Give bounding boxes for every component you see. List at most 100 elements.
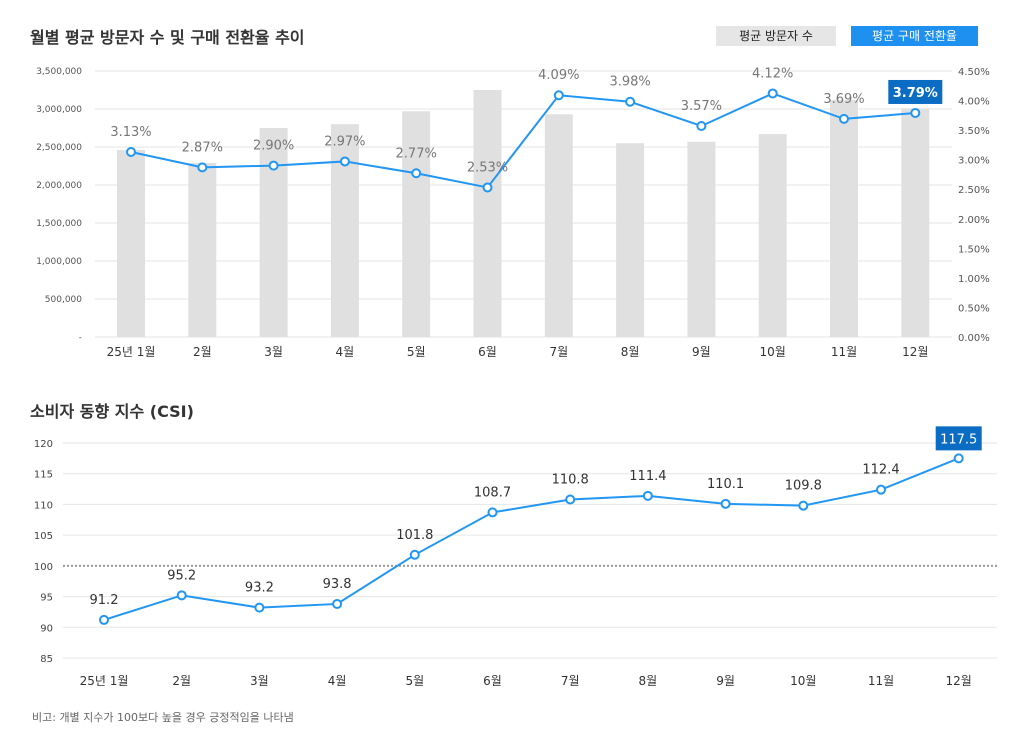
highlight-label-box <box>935 426 982 451</box>
data-label: 108.7 <box>474 485 511 500</box>
x-tick: 3월 <box>250 674 269 688</box>
right-axis-tick: 4.50% <box>958 67 990 78</box>
visitor-bar <box>330 124 359 337</box>
visitor-bar <box>687 141 716 337</box>
csi-point <box>642 490 653 501</box>
chart-title-conversion: 월별 평균 방문자 수 및 구매 전환율 추이 <box>30 28 305 47</box>
csi-point <box>798 500 809 511</box>
visitor-bar <box>830 99 858 337</box>
csi-point <box>254 602 265 613</box>
x-tick: 12월 <box>946 674 972 688</box>
data-label: 109.8 <box>785 479 822 494</box>
x-tick: 9월 <box>716 674 735 688</box>
x-tick: 7월 <box>549 345 568 359</box>
visitor-bar <box>188 162 217 337</box>
data-label: 111.4 <box>629 469 666 484</box>
x-tick: 25년 1월 <box>107 345 156 359</box>
x-tick: 3월 <box>264 345 283 359</box>
x-tick: 2월 <box>172 674 191 688</box>
right-axis-tick: 0.50% <box>958 303 990 314</box>
visitor-bar <box>259 128 288 337</box>
y-tick: 120 <box>34 439 53 450</box>
conversion-point <box>696 120 707 131</box>
right-axis-tick: 3.50% <box>958 126 990 137</box>
data-label: 2.87% <box>182 140 223 155</box>
data-label: 3.69% <box>823 92 864 107</box>
right-axis-tick: 3.00% <box>958 156 990 167</box>
x-tick: 4월 <box>328 674 347 688</box>
highlight-label-box <box>888 79 943 104</box>
x-tick: 6월 <box>483 674 502 688</box>
data-label: 4.09% <box>538 68 579 83</box>
x-tick: 5월 <box>405 674 424 688</box>
csi-point <box>487 507 498 518</box>
y-tick: 85 <box>40 654 53 665</box>
conversion-point <box>268 160 279 171</box>
conversion-line <box>130 92 916 189</box>
x-tick: 11월 <box>831 345 857 359</box>
csi-point <box>99 614 109 625</box>
data-label: 93.2 <box>245 581 274 596</box>
x-tick: 12월 <box>902 345 928 359</box>
data-label: 117.5 <box>940 432 977 447</box>
data-label: 95.2 <box>167 568 196 583</box>
x-tick: 5월 <box>407 345 426 359</box>
conversion-point <box>553 90 564 101</box>
left-axis-tick: 1,500,000 <box>36 219 82 229</box>
csi-point <box>876 484 886 495</box>
visitor-bar <box>758 134 787 337</box>
right-axis-tick: 1.50% <box>958 244 990 255</box>
conversion-point <box>339 156 350 167</box>
right-axis-tick: 1.00% <box>958 274 990 285</box>
footnote: 비고: 개별 지수가 100보다 높을 경우 긍정적임을 나타냄 <box>32 711 294 724</box>
right-axis-tick: 2.00% <box>958 215 990 226</box>
csi-point <box>176 590 187 601</box>
y-tick: 100 <box>34 562 53 573</box>
x-tick: 8월 <box>621 345 640 359</box>
left-axis-tick: 3,500,000 <box>36 67 82 77</box>
chart-title-csi: 소비자 동향 지수 (CSI) <box>30 402 194 421</box>
left-axis-tick: 2,000,000 <box>36 181 82 191</box>
data-label: 93.8 <box>323 577 352 592</box>
right-axis-tick: 4.00% <box>958 97 990 108</box>
csi-point <box>332 598 343 609</box>
csi-point <box>409 549 420 560</box>
visitor-bar <box>402 111 431 337</box>
conversion-point <box>482 182 493 193</box>
x-tick: 7월 <box>561 674 580 688</box>
visitor-bar <box>117 150 145 337</box>
x-tick: 4월 <box>336 345 355 359</box>
x-tick: 9월 <box>692 345 711 359</box>
csi-point <box>720 498 731 509</box>
left-axis-tick: 3,000,000 <box>36 105 82 115</box>
legend-visitors: 평균 방문자 수 <box>716 26 836 46</box>
x-tick: 8월 <box>639 674 658 688</box>
data-label: 91.2 <box>90 593 119 608</box>
visitor-bar <box>473 90 502 337</box>
csi-point <box>565 494 576 505</box>
conversion-point <box>839 113 849 124</box>
x-tick: 6월 <box>478 345 497 359</box>
data-label: 3.13% <box>110 125 151 140</box>
conversion-point <box>197 162 208 173</box>
data-label: 3.57% <box>681 99 722 114</box>
csi-point <box>953 453 964 464</box>
data-label: 4.12% <box>752 66 793 81</box>
x-tick: 25년 1월 <box>80 674 129 688</box>
data-label: 2.77% <box>396 146 437 161</box>
data-label: 2.97% <box>324 134 365 149</box>
x-tick: 11월 <box>868 674 894 688</box>
y-tick: 105 <box>34 531 53 542</box>
conversion-point <box>126 146 136 157</box>
y-tick: 110 <box>34 500 53 511</box>
y-tick: 115 <box>34 470 53 481</box>
data-label: 101.8 <box>396 528 433 543</box>
data-label: 2.90% <box>253 139 294 154</box>
x-tick: 10월 <box>760 345 786 359</box>
right-axis-tick: 2.50% <box>958 185 990 196</box>
x-tick: 2월 <box>193 345 212 359</box>
visitor-bar <box>544 114 573 337</box>
y-tick: 90 <box>40 623 53 634</box>
